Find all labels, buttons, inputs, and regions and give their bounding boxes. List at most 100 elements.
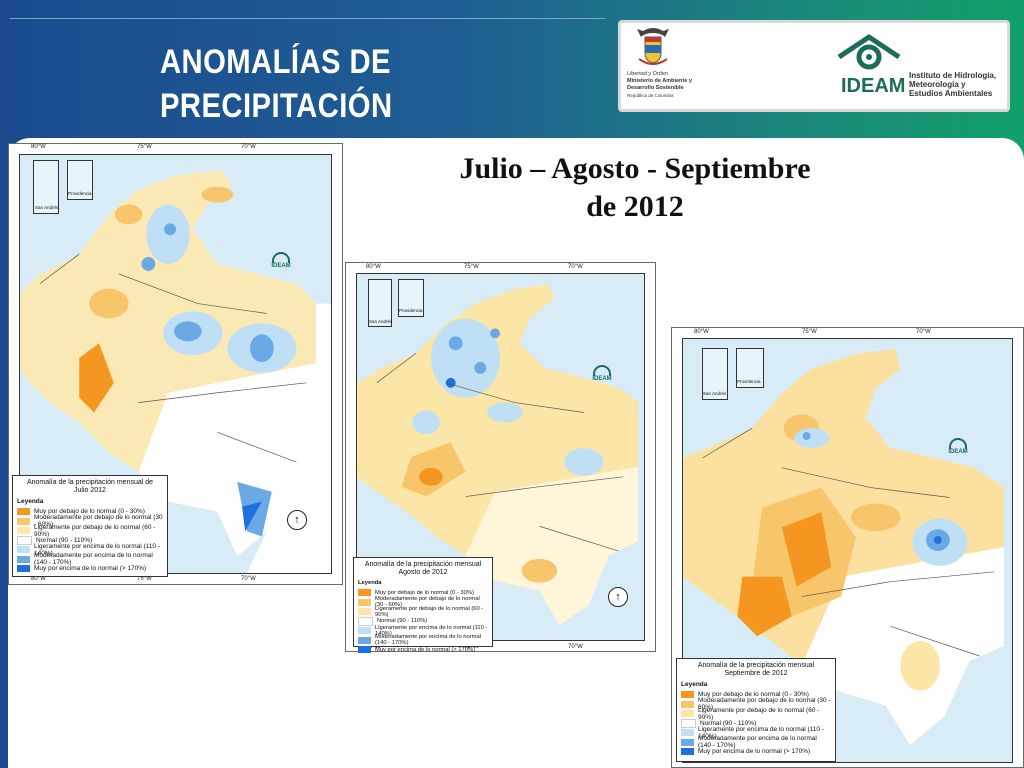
legend-title: Anomalía de la precipitación mensual de [26,479,154,486]
legend-swatch [681,710,694,718]
legend-title: Julio 2012 [74,487,106,494]
legend-swatch [358,598,371,606]
legend-item: Muy por encima de lo normal (> 170%) [681,747,831,757]
legend-rows: Muy por debajo de lo normal (0 - 30%) Mod… [358,588,488,655]
legend-label: Ligeramente por debajo de lo normal (60 … [375,605,484,618]
ideam-mini-label: IDEAM [271,263,291,269]
legend-label: Normal (90 - 110%) [36,536,93,544]
legend-item: Moderadamente por encima de lo normal (1… [17,552,163,567]
map-agosto-drawing [357,274,644,640]
legend-item: Moderadamente por debajo de lo normal (3… [358,596,488,609]
legend-item: Moderadamente por debajo de lo normal (3… [681,697,831,711]
lon-label: 75°W [464,644,479,650]
map-julio: 80°W 75°W 70°W 80°W 75°W 70°W San An [8,143,343,585]
inset-label: San Andrés [35,205,59,210]
legend-item: Ligeramente por debajo de lo normal (60 … [358,605,488,618]
legend-rows: Muy por debajo de lo normal (0 - 30%) Mod… [681,690,831,757]
lon-label: 70°W [916,329,931,335]
coat-of-arms-icon [637,28,669,65]
legend-label: Ligeramente por debajo de lo normal (60 … [698,706,820,721]
lon-label: 70°W [241,576,256,582]
lon-label: 80°W [366,644,381,650]
legend-swatch [17,565,30,573]
legend-item: Ligeramente por debajo de lo normal (60 … [17,524,163,538]
map-legend: Anomalía de la precipitación mensual Sep… [676,658,836,762]
legend-title: Anomalía de la precipitación mensual [364,561,482,568]
legend-label: Moderadamente por encima de lo normal (1… [698,735,817,750]
legend-label: Moderadamente por debajo de lo normal (3… [375,596,480,609]
legend-label: Muy por encima de lo normal (> 170%) [375,646,476,653]
inset-label: Providencia [399,308,423,313]
legend-label: Normal (90 - 110%) [377,618,428,625]
legend-item: Ligeramente por encima de lo normal (110… [358,624,488,637]
legend-swatch [17,546,30,554]
lon-label: 80°W [694,329,709,335]
inset-san-andres [368,279,392,327]
legend-label: Muy por debajo de lo normal (0 - 30%) [375,589,474,596]
ideam-logo-icon [837,33,901,70]
ideam-fullname-line: Instituto de Hidrología, [909,71,997,80]
legend-item: Normal (90 - 110%) [17,535,163,546]
lon-label: 80°W [31,144,46,150]
legend-item: Moderadamente por debajo de lo normal (3… [17,514,163,529]
legend-swatch [17,555,30,563]
ideam-mini-icon [949,438,967,449]
legend-rows: Muy por debajo de lo normal (0 - 30%) Mod… [17,507,163,574]
lon-label: 80°W [31,576,46,582]
legend-heading: Leyenda [358,580,382,586]
legend-item: Muy por debajo de lo normal (0 - 30%) [17,507,163,517]
legend-label: Moderadamente por debajo de lo normal (3… [34,514,163,529]
ideam-fullname: Instituto de Hidrología, Meteorología y … [909,71,996,98]
legend-swatch [681,718,696,728]
north-arrow-icon: ↑ [287,510,307,530]
legend-heading: Leyenda [17,498,44,505]
ministry-line: Desarrollo Sostenible [627,85,684,91]
legend-label: Muy por debajo de lo normal (0 - 30%) [34,508,145,516]
ideam-name: IDEAM [841,75,906,97]
legend-label: Muy por encima de lo normal (> 170%) [698,748,811,756]
legend-label: Muy por encima de lo normal (> 170%) [34,565,147,573]
lon-label: 70°W [568,644,583,650]
lon-label: 70°W [241,144,256,150]
legend-item: Muy por debajo de lo normal (0 - 30%) [358,588,488,598]
legend-item: Normal (90 - 110%) [358,616,488,627]
ideam-fullname-line: Meteorología y [909,80,966,89]
legend-label: Moderadamente por encima de lo normal (1… [34,552,153,567]
map-frame [356,273,645,641]
legend-item: Muy por debajo de lo normal (0 - 30%) [681,690,831,700]
legend-swatch [681,691,694,699]
ministry-text: Libertad y Orden Ministerio de Ambiente … [627,71,692,99]
legend-label: Ligeramente por encima de lo normal (110… [375,624,488,637]
legend-heading: Leyenda [681,681,708,688]
lon-label: 75°W [464,264,479,270]
inset-providencia [67,160,93,200]
legend-swatch [681,700,694,708]
legend-swatch [358,646,371,654]
ideam-mini-icon [272,252,290,263]
north-arrow-icon: ↑ [608,587,628,607]
header-rule [10,18,605,19]
legend-swatch [17,535,32,545]
legend-item: Muy por encima de lo normal (> 170%) [17,564,163,574]
lon-label: 75°W [137,576,152,582]
logos-panel: Libertad y Orden Ministerio de Ambiente … [618,20,1010,112]
ideam-map-mark: IDEAM [946,438,970,455]
legend-swatch [681,748,694,756]
legend-item: Muy por encima de lo normal (> 170%) [358,645,488,655]
legend-label: Muy por debajo de lo normal (0 - 30%) [698,691,809,699]
legend-swatch [17,508,30,516]
subtitle-line-2: de 2012 [586,190,684,223]
legend-swatch [17,527,30,535]
legend-swatch [358,627,371,635]
map-agosto: 80°W 75°W 70°W 80°W 75°W 70°W San Andrés… [345,262,656,655]
inset-providencia [736,348,764,388]
map-septiembre: 80°W 75°W 70°W San Andrés Providencia ID… [671,327,1024,768]
lon-label: 75°W [802,329,817,335]
inset-san-andres [33,160,59,214]
legend-item: Moderadamente por encima de lo normal (1… [358,634,488,646]
lon-label: 70°W [568,264,583,270]
ministry-line: Libertad y Orden [627,71,668,77]
inset-label: Providencia [737,379,761,384]
legend-item: Moderadamente por encima de lo normal (1… [681,735,831,750]
legend-title: Anomalía de la precipitación mensual [697,662,815,669]
